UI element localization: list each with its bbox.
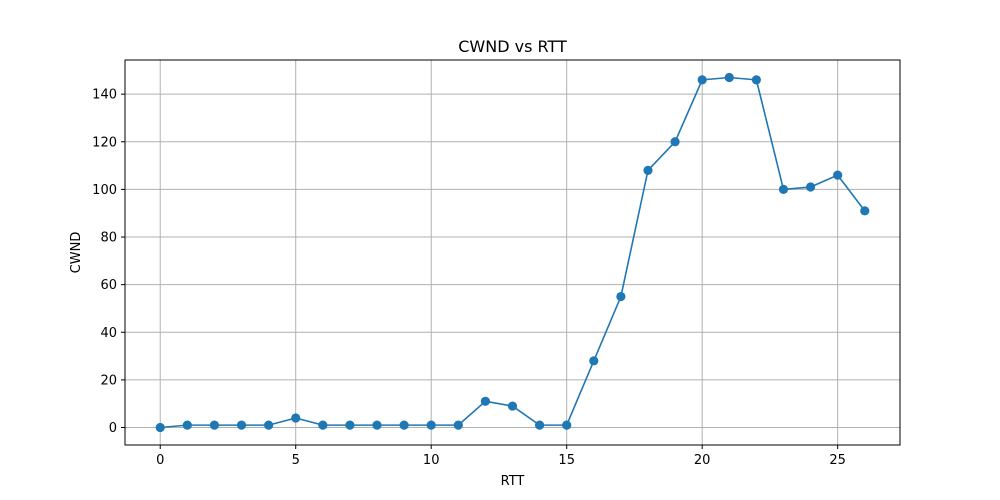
data-point: [426, 420, 436, 430]
data-point: [724, 72, 734, 83]
data-point: [860, 206, 870, 216]
y-tick-label: 40: [100, 326, 117, 341]
x-tick-label: 20: [694, 453, 711, 468]
data-point: [534, 420, 545, 430]
data-point: [589, 356, 599, 366]
data-point: [833, 170, 843, 180]
plot-frame: [124, 59, 901, 446]
data-point: [697, 75, 707, 85]
data-point: [805, 182, 816, 192]
y-tick-label: 60: [100, 278, 117, 293]
x-tick-label: 5: [292, 453, 300, 468]
y-tick-label: 140: [92, 88, 117, 103]
data-point: [778, 184, 789, 195]
x-tick-label: 25: [829, 453, 846, 468]
data-point: [751, 75, 761, 85]
series-layer: [155, 72, 870, 433]
series-line: [160, 76, 866, 429]
data-point: [399, 420, 409, 430]
data-point: [372, 420, 382, 430]
data-point: [643, 165, 653, 175]
data-point: [616, 291, 626, 302]
y-tick-label: 120: [92, 135, 117, 150]
data-point: [182, 420, 192, 430]
data-point: [236, 420, 247, 430]
data-point: [209, 420, 220, 430]
x-axis-label: RTT: [501, 474, 525, 489]
data-point: [562, 420, 572, 430]
data-point: [480, 396, 491, 406]
data-point: [155, 422, 165, 433]
data-point: [670, 137, 680, 147]
data-point: [318, 420, 328, 430]
y-tick-label: 80: [100, 231, 117, 246]
data-point: [507, 401, 518, 411]
x-tick-label: 0: [156, 453, 164, 468]
data-point: [264, 420, 274, 430]
data-point: [291, 413, 301, 423]
x-tick-label: 10: [423, 453, 440, 468]
data-point: [453, 420, 463, 430]
x-tick-label: 15: [558, 453, 575, 468]
y-tick-label: 20: [100, 373, 117, 388]
chart-title: CWND vs RTT: [458, 37, 567, 56]
y-tick-label: 100: [92, 183, 117, 198]
axis-ticks: 0 5 10 15 20 25 0 20 40 60 80 100 120 140: [92, 88, 846, 468]
data-point: [345, 420, 355, 430]
grid: [125, 60, 900, 445]
y-tick-label: 0: [109, 421, 117, 436]
y-axis-label: CWND: [69, 232, 84, 274]
